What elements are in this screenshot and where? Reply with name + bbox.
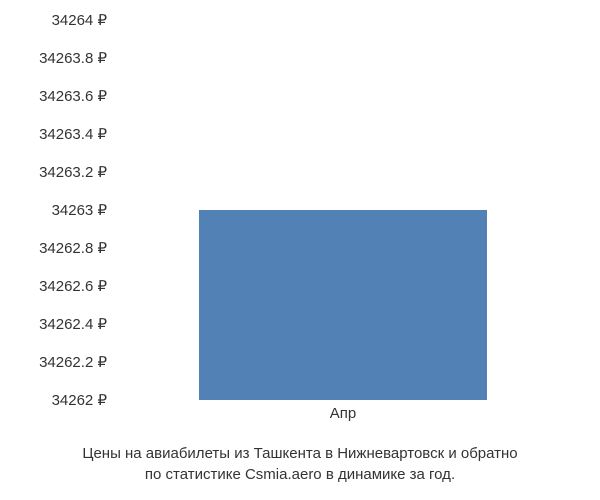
caption-line1: Цены на авиабилеты из Ташкента в Нижнева… [82,445,517,462]
chart-container: 34264 ₽ 34263.8 ₽ 34263.6 ₽ 34263.4 ₽ 34263.… [0,0,600,420]
chart-caption: Цены на авиабилеты из Ташкента в Нижнева… [0,443,600,485]
y-tick-label: 34263.4 ₽ [39,125,107,143]
y-tick-label: 34262.2 ₽ [39,353,107,371]
y-tick-label: 34262.6 ₽ [39,277,107,295]
caption-line2: по статистике Csmia.aero в динамике за г… [145,466,455,483]
y-tick-label: 34263.6 ₽ [39,87,107,105]
x-axis: Апр [118,405,568,430]
y-tick-label: 34262.8 ₽ [39,239,107,257]
y-tick-label: 34262.4 ₽ [39,315,107,333]
y-tick-label: 34263.8 ₽ [39,49,107,67]
y-tick-label: 34262 ₽ [52,391,107,409]
y-tick-label: 34264 ₽ [52,11,107,29]
plot-area [118,20,568,400]
y-axis: 34264 ₽34263.8 ₽34263.6 ₽34263.4 ₽34263.… [0,20,115,400]
y-tick-label: 34263.2 ₽ [39,163,107,181]
bar [199,210,487,400]
y-tick-label: 34263 ₽ [52,201,107,219]
x-tick-label: Апр [330,405,356,422]
